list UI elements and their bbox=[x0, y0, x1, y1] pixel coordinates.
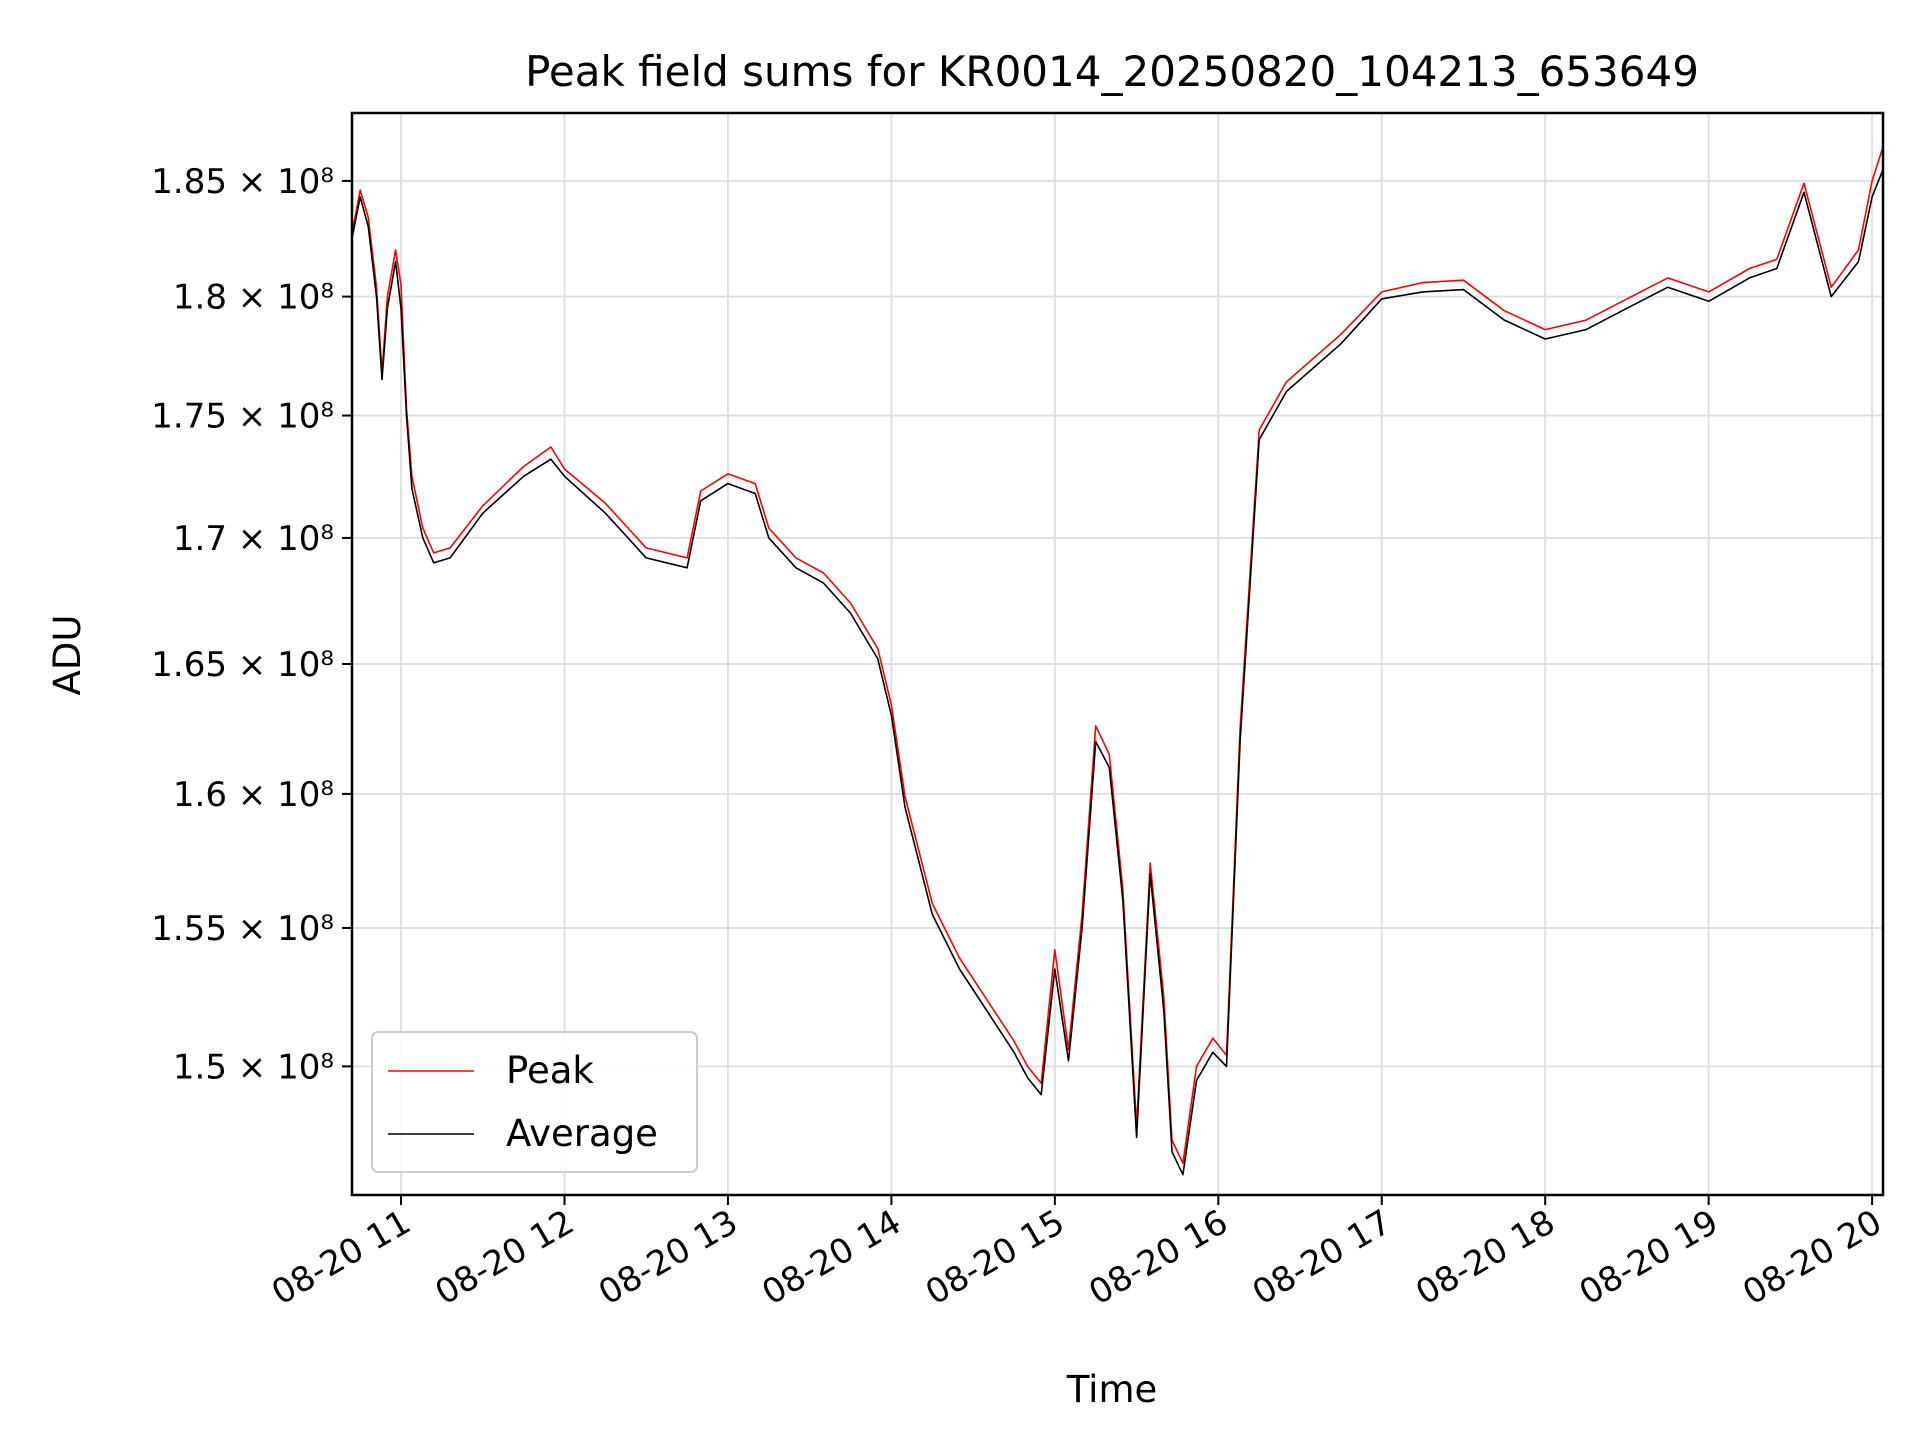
x-tick-label: 08-20 12 bbox=[429, 1202, 581, 1313]
plot-series bbox=[351, 146, 1884, 1176]
y-tick-label: 1.6 × 10⁸ bbox=[173, 775, 334, 815]
y-axis-ticks: 1.5 × 10⁸ 1.55 × 10⁸ 1.6 × 10⁸ 1.65 × 10⁸ 1.… bbox=[151, 162, 352, 1087]
x-tick-label: 08-20 16 bbox=[1082, 1202, 1234, 1313]
series-line-peak bbox=[351, 146, 1884, 1164]
y-tick-label: 1.85 × 10⁸ bbox=[151, 162, 334, 202]
legend-label-peak: Peak bbox=[506, 1049, 594, 1092]
x-axis-ticks: 08-20 11 08-20 12 08-20 13 08-20 14 08-20 15… bbox=[265, 1195, 1889, 1313]
x-tick-label: 08-20 17 bbox=[1246, 1202, 1398, 1313]
x-tick-label: 08-20 19 bbox=[1573, 1202, 1725, 1313]
y-tick-label: 1.8 × 10⁸ bbox=[173, 278, 334, 318]
x-tick-label: 08-20 20 bbox=[1736, 1202, 1888, 1313]
y-tick-label: 1.7 × 10⁸ bbox=[173, 519, 334, 559]
series-line-average bbox=[351, 169, 1884, 1176]
y-axis-label: ADU bbox=[46, 615, 89, 696]
x-tick-label: 08-20 15 bbox=[919, 1202, 1071, 1313]
legend-label-average: Average bbox=[506, 1112, 658, 1155]
x-tick-label: 08-20 13 bbox=[592, 1202, 744, 1313]
y-tick-label: 1.75 × 10⁸ bbox=[151, 397, 334, 437]
legend: Peak Average bbox=[371, 1031, 698, 1173]
plot-frame bbox=[350, 111, 1885, 1197]
x-tick-label: 08-20 18 bbox=[1409, 1202, 1561, 1313]
x-tick-label: 08-20 11 bbox=[265, 1202, 417, 1313]
y-tick-label: 1.65 × 10⁸ bbox=[151, 645, 334, 685]
chart-title: Peak field sums for KR0014_20250820_1042… bbox=[525, 47, 1699, 96]
y-tick-label: 1.5 × 10⁸ bbox=[173, 1047, 334, 1087]
legend-box bbox=[371, 1031, 698, 1173]
y-tick-label: 1.55 × 10⁸ bbox=[151, 909, 334, 949]
x-axis-label: Time bbox=[1066, 1368, 1158, 1411]
x-tick-label: 08-20 14 bbox=[755, 1202, 907, 1313]
